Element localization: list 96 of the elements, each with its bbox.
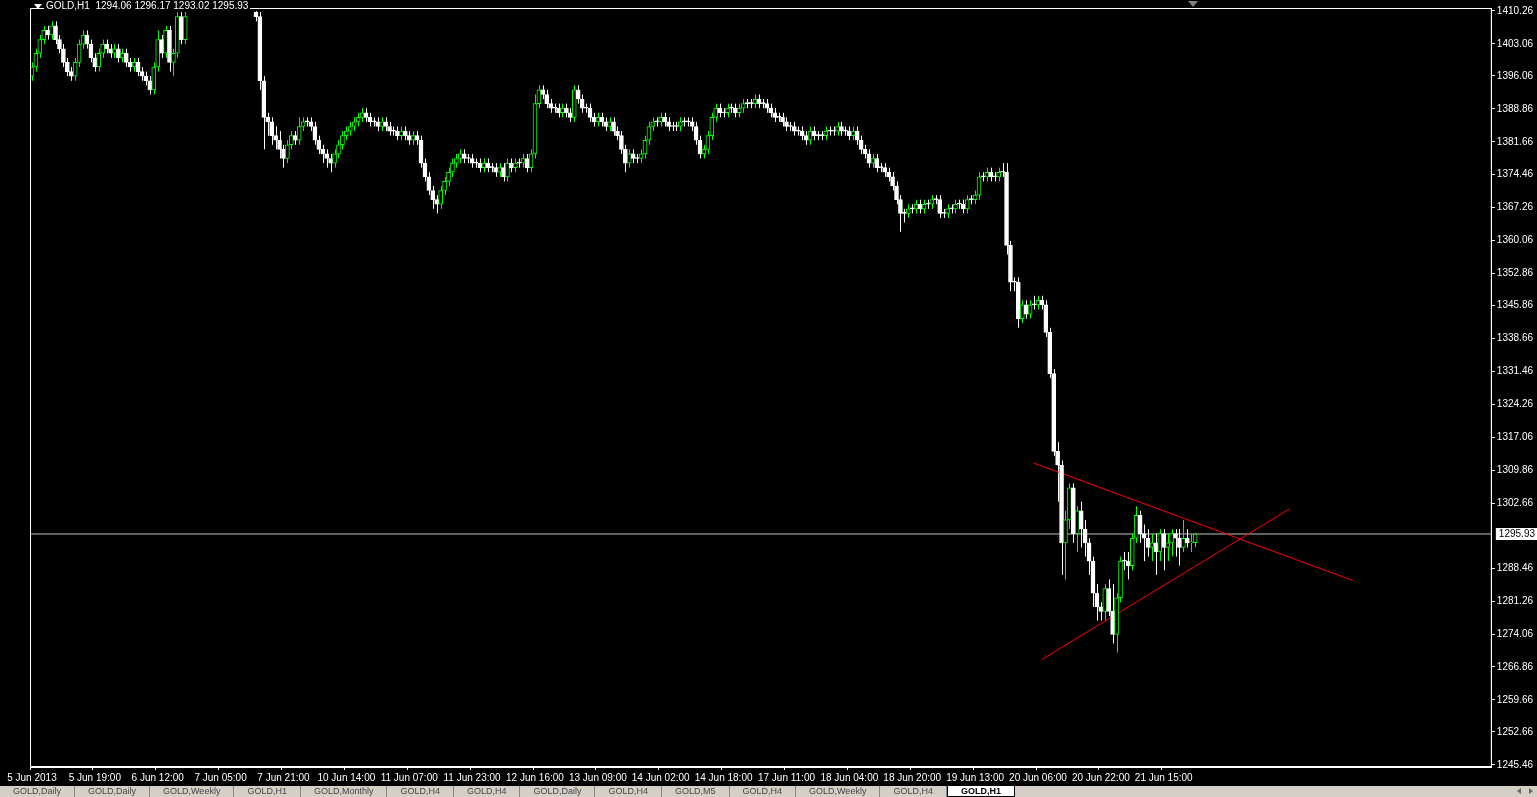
candlestick xyxy=(340,130,345,150)
y-tick-label: 1388.86 xyxy=(1496,102,1534,114)
y-tick-label: 1266.86 xyxy=(1496,660,1534,672)
text: GOLD,H1 xyxy=(946,786,1015,797)
candlestick xyxy=(178,11,184,45)
candlestick xyxy=(324,148,330,169)
candlestick xyxy=(1177,528,1182,567)
text: GOLD,Daily xyxy=(75,786,151,797)
x-tick-label: 7 Jun 21:00 xyxy=(257,771,311,783)
x-tick-label: 20 Jun 22:00 xyxy=(1071,771,1131,783)
x-tick-label: 21 Jun 15:00 xyxy=(1134,771,1194,783)
candlestick xyxy=(1023,299,1029,320)
y-tick-label: 1352.86 xyxy=(1496,267,1534,279)
text: GOLD,M5 xyxy=(662,786,730,797)
candlestick xyxy=(1157,528,1163,562)
y-tick-label: 1324.26 xyxy=(1496,398,1534,410)
candlestick xyxy=(96,48,102,73)
text: GOLD,H4 xyxy=(595,786,662,797)
candlestick xyxy=(619,130,624,155)
x-tick-label: 11 Jun 23:00 xyxy=(443,771,502,783)
y-tick-label: 1302.66 xyxy=(1496,496,1534,508)
y-tick-label: 1403.06 xyxy=(1496,37,1534,49)
text: GOLD,Daily xyxy=(0,786,76,797)
candlestick xyxy=(171,48,176,77)
y-tick-label: 1245.46 xyxy=(1496,758,1534,770)
candlestick xyxy=(391,125,396,137)
candlestick xyxy=(61,43,66,68)
y-tick-label: 1338.66 xyxy=(1496,332,1534,344)
text: GOLD,H4 xyxy=(453,786,521,797)
x-tick-label: 17 Jun 11:00 xyxy=(757,771,816,783)
candlestick xyxy=(53,20,58,45)
text: GOLD,H4 xyxy=(729,786,797,797)
candlestick xyxy=(332,148,337,169)
x-tick-label: 19 Jun 13:00 xyxy=(946,771,1005,783)
candlestick xyxy=(1078,501,1084,548)
x-tick-label: 7 Jun 05:00 xyxy=(194,771,248,783)
y-tick-label: 1252.66 xyxy=(1496,725,1534,737)
candlestick xyxy=(544,89,550,109)
y-tick-label: 1288.46 xyxy=(1496,561,1534,573)
candlestick xyxy=(269,116,275,146)
candlestick xyxy=(843,125,848,137)
chart-title: GOLD,H1 1294.06 1296.17 1293.02 1295.93 xyxy=(44,0,251,12)
candlestick xyxy=(328,153,333,173)
y-tick-label: 1410.26 xyxy=(1496,4,1534,16)
candlestick xyxy=(1126,551,1131,580)
candlestick xyxy=(285,139,290,164)
y-tick-label: 1374.46 xyxy=(1496,168,1534,180)
y-tick-label: 1367.26 xyxy=(1496,201,1534,213)
y-tick-label: 1396.06 xyxy=(1496,69,1534,81)
text: GOLD,Weekly xyxy=(796,786,881,797)
y-tick-label: 1317.06 xyxy=(1496,431,1534,443)
candlestick xyxy=(1173,528,1178,558)
candlestick xyxy=(1110,583,1115,644)
x-tick-label: 20 Jun 06:00 xyxy=(1009,771,1068,783)
candlestick xyxy=(795,125,801,137)
candlestick xyxy=(1074,505,1080,553)
candlestick xyxy=(1161,528,1167,571)
text: GOLD,H4 xyxy=(387,786,454,797)
x-tick-label: 11 Jun 07:00 xyxy=(380,771,439,783)
ref-line-label: 1295.93 xyxy=(1498,527,1536,539)
candlestick xyxy=(1184,528,1190,548)
text: GOLD,Daily xyxy=(520,786,596,797)
y-tick-label: 1331.46 xyxy=(1496,365,1534,377)
text: GOLD,H1 xyxy=(234,786,301,797)
x-tick-label: 5 Jun 19:00 xyxy=(68,771,122,783)
x-tick-label: 14 Jun 18:00 xyxy=(694,771,753,783)
candlestick xyxy=(575,84,581,105)
x-tick-label: 6 Jun 12:00 xyxy=(131,771,185,783)
candlestick xyxy=(163,25,168,59)
candlestick xyxy=(159,34,164,59)
y-tick-label: 1309.86 xyxy=(1496,464,1534,476)
candlestick xyxy=(623,144,628,173)
y-tick-label: 1381.66 xyxy=(1496,135,1534,147)
candlestick xyxy=(1169,528,1174,558)
text: GOLD,Weekly xyxy=(150,786,235,797)
candlestick xyxy=(1181,519,1186,553)
candlestick xyxy=(1122,551,1127,571)
x-tick-label: 18 Jun 20:00 xyxy=(883,771,942,783)
candlestick xyxy=(438,185,443,210)
text: GOLD,H4 xyxy=(880,786,947,797)
x-tick-label: 5 Jun 2013 xyxy=(7,771,58,783)
text: GOLD,Monthly xyxy=(300,786,388,797)
candlestick xyxy=(1165,533,1170,562)
x-tick-label: 14 Jun 02:00 xyxy=(631,771,691,783)
y-tick-label: 1345.86 xyxy=(1496,299,1534,311)
y-tick-label: 1281.26 xyxy=(1496,594,1534,606)
y-tick-label: 1360.06 xyxy=(1496,234,1534,246)
candlestick xyxy=(1063,510,1068,580)
x-tick-label: 12 Jun 16:00 xyxy=(506,771,565,783)
y-tick-label: 1274.06 xyxy=(1496,627,1534,639)
y-tick-label: 1259.66 xyxy=(1496,693,1534,705)
candlestick xyxy=(277,130,282,160)
x-tick-label: 18 Jun 04:00 xyxy=(820,771,879,783)
candlestick xyxy=(831,125,836,137)
x-tick-label: 13 Jun 09:00 xyxy=(568,771,628,783)
x-tick-label: 10 Jun 14:00 xyxy=(317,771,376,783)
